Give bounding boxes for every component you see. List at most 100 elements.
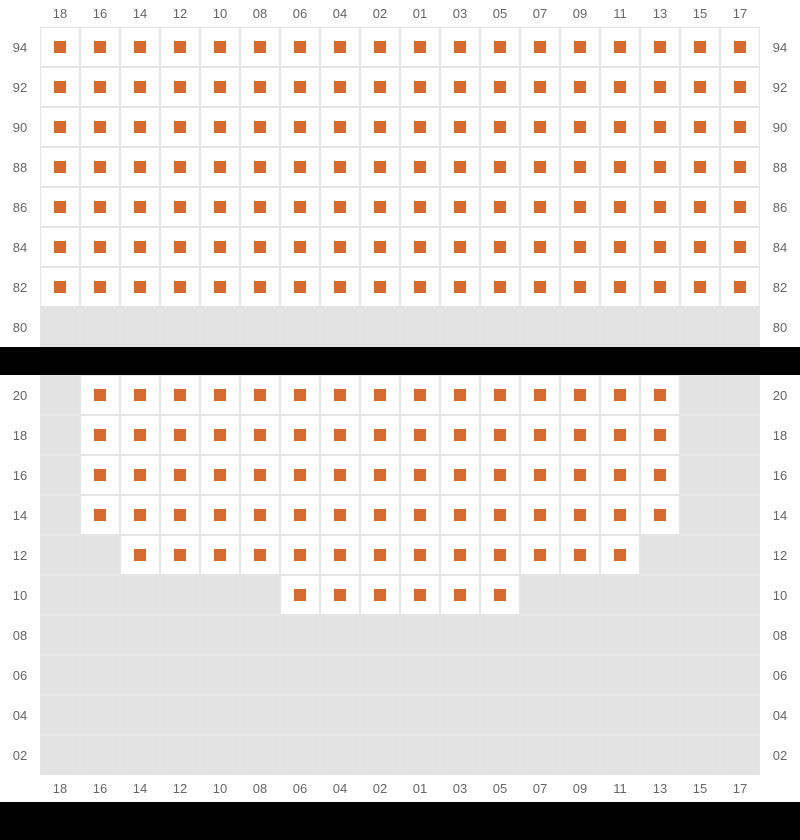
seat-cell[interactable] (160, 415, 200, 455)
seat-cell[interactable] (120, 187, 160, 227)
seat-cell[interactable] (160, 187, 200, 227)
seat-cell[interactable] (360, 67, 400, 107)
seat-cell[interactable] (400, 187, 440, 227)
seat-cell[interactable] (560, 227, 600, 267)
seat-cell[interactable] (640, 107, 680, 147)
seat-cell[interactable] (640, 455, 680, 495)
seat-cell[interactable] (480, 375, 520, 415)
seat-cell[interactable] (440, 227, 480, 267)
seat-cell[interactable] (560, 67, 600, 107)
seat-cell[interactable] (520, 187, 560, 227)
seat-cell[interactable] (400, 535, 440, 575)
seat-cell[interactable] (120, 267, 160, 307)
seat-cell[interactable] (640, 187, 680, 227)
seat-cell[interactable] (320, 495, 360, 535)
seat-cell[interactable] (440, 535, 480, 575)
seat-cell[interactable] (280, 147, 320, 187)
seat-cell[interactable] (240, 455, 280, 495)
seat-cell[interactable] (120, 455, 160, 495)
seat-cell[interactable] (480, 187, 520, 227)
seat-cell[interactable] (480, 267, 520, 307)
seat-cell[interactable] (280, 535, 320, 575)
seat-cell[interactable] (400, 27, 440, 67)
seat-cell[interactable] (240, 535, 280, 575)
seat-cell[interactable] (560, 27, 600, 67)
seat-cell[interactable] (520, 107, 560, 147)
seat-cell[interactable] (680, 67, 720, 107)
seat-cell[interactable] (320, 535, 360, 575)
seat-cell[interactable] (480, 67, 520, 107)
seat-cell[interactable] (280, 267, 320, 307)
seat-cell[interactable] (520, 27, 560, 67)
seat-cell[interactable] (80, 107, 120, 147)
seat-cell[interactable] (320, 67, 360, 107)
seat-cell[interactable] (40, 107, 80, 147)
seat-cell[interactable] (240, 227, 280, 267)
seat-cell[interactable] (280, 455, 320, 495)
seat-cell[interactable] (80, 67, 120, 107)
seat-cell[interactable] (640, 67, 680, 107)
seat-cell[interactable] (240, 415, 280, 455)
seat-cell[interactable] (200, 455, 240, 495)
seat-cell[interactable] (640, 495, 680, 535)
seat-cell[interactable] (280, 375, 320, 415)
seat-cell[interactable] (200, 27, 240, 67)
seat-cell[interactable] (80, 455, 120, 495)
seat-cell[interactable] (720, 67, 760, 107)
seat-cell[interactable] (600, 67, 640, 107)
seat-cell[interactable] (360, 575, 400, 615)
seat-cell[interactable] (80, 267, 120, 307)
seat-cell[interactable] (440, 107, 480, 147)
seat-cell[interactable] (480, 535, 520, 575)
seat-cell[interactable] (520, 415, 560, 455)
seat-cell[interactable] (640, 227, 680, 267)
seat-cell[interactable] (280, 107, 320, 147)
seat-cell[interactable] (400, 375, 440, 415)
seat-cell[interactable] (160, 455, 200, 495)
seat-cell[interactable] (240, 107, 280, 147)
seat-cell[interactable] (40, 147, 80, 187)
seat-cell[interactable] (160, 495, 200, 535)
seat-cell[interactable] (600, 107, 640, 147)
seat-cell[interactable] (640, 375, 680, 415)
seat-cell[interactable] (360, 27, 400, 67)
seat-cell[interactable] (600, 455, 640, 495)
seat-cell[interactable] (200, 267, 240, 307)
seat-cell[interactable] (600, 227, 640, 267)
seat-cell[interactable] (680, 227, 720, 267)
seat-cell[interactable] (720, 267, 760, 307)
seat-cell[interactable] (400, 267, 440, 307)
seat-cell[interactable] (360, 455, 400, 495)
seat-cell[interactable] (320, 27, 360, 67)
seat-cell[interactable] (280, 187, 320, 227)
seat-cell[interactable] (720, 227, 760, 267)
seat-cell[interactable] (280, 495, 320, 535)
seat-cell[interactable] (200, 495, 240, 535)
seat-cell[interactable] (360, 227, 400, 267)
seat-cell[interactable] (720, 27, 760, 67)
seat-cell[interactable] (520, 455, 560, 495)
seat-cell[interactable] (400, 147, 440, 187)
seat-cell[interactable] (80, 187, 120, 227)
seat-cell[interactable] (440, 495, 480, 535)
seat-cell[interactable] (400, 575, 440, 615)
seat-cell[interactable] (240, 147, 280, 187)
seat-cell[interactable] (80, 415, 120, 455)
seat-cell[interactable] (200, 187, 240, 227)
seat-cell[interactable] (400, 107, 440, 147)
seat-cell[interactable] (320, 227, 360, 267)
seat-cell[interactable] (80, 227, 120, 267)
seat-cell[interactable] (520, 267, 560, 307)
seat-cell[interactable] (360, 187, 400, 227)
seat-cell[interactable] (600, 187, 640, 227)
seat-cell[interactable] (40, 227, 80, 267)
seat-cell[interactable] (680, 107, 720, 147)
seat-cell[interactable] (200, 375, 240, 415)
seat-cell[interactable] (560, 535, 600, 575)
seat-cell[interactable] (560, 375, 600, 415)
seat-cell[interactable] (320, 415, 360, 455)
seat-cell[interactable] (560, 147, 600, 187)
seat-cell[interactable] (640, 415, 680, 455)
seat-cell[interactable] (280, 415, 320, 455)
seat-cell[interactable] (120, 495, 160, 535)
